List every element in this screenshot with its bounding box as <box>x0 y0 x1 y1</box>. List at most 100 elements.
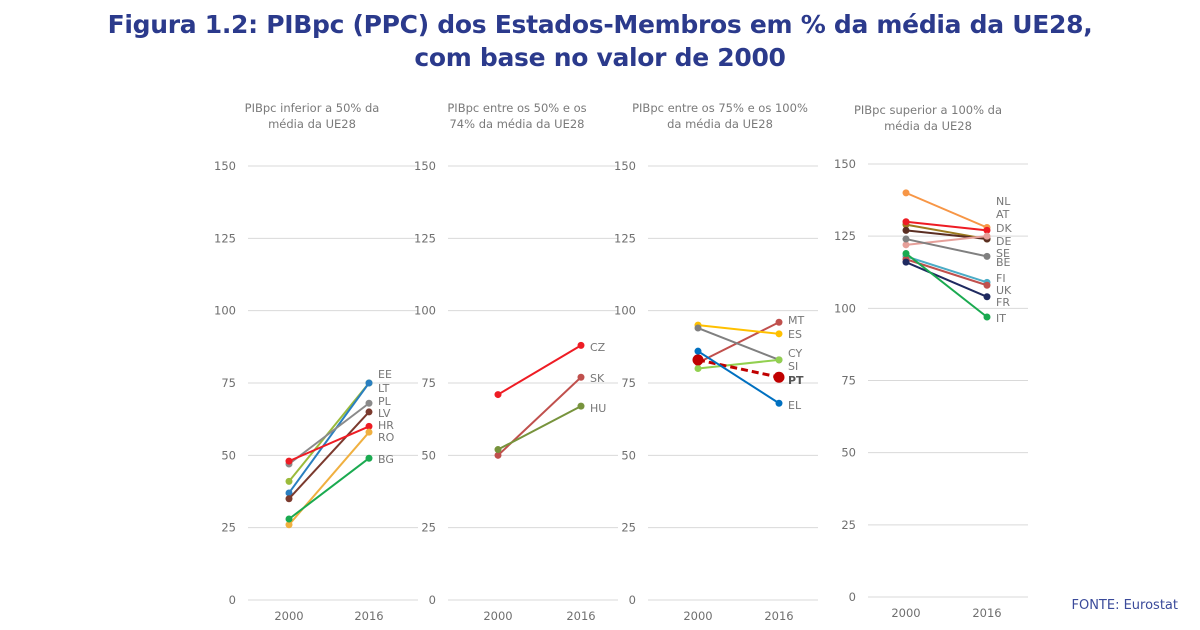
data-point-2016 <box>577 402 585 410</box>
data-label-es: ES <box>788 328 802 341</box>
data-label-dk: DK <box>996 222 1012 235</box>
data-point-2016 <box>983 226 991 234</box>
data-label-se: SE <box>996 247 1010 260</box>
series-line <box>905 255 988 284</box>
data-label-fi: FI <box>996 272 1006 285</box>
data-point-2000 <box>494 391 502 399</box>
figure-title: Figura 1.2: PIBpc (PPC) dos Estados-Memb… <box>0 8 1200 74</box>
data-label-sk: SK <box>590 372 605 385</box>
data-point-2016 <box>775 318 783 326</box>
figure-title-line-2: com base no valor de 2000 <box>414 43 786 72</box>
series-lt <box>285 379 373 497</box>
data-label-cy: CY <box>788 347 802 360</box>
y-tick-label: 150 <box>214 159 236 173</box>
series-sk <box>494 373 585 459</box>
series-line <box>697 350 780 405</box>
series-lv <box>285 408 373 503</box>
series-hr <box>285 422 373 465</box>
series-cz <box>494 341 585 399</box>
series-be <box>902 235 991 260</box>
data-label-ee: EE <box>378 368 392 381</box>
y-tick-label: 25 <box>621 521 636 535</box>
data-label-hr: HR <box>378 419 394 432</box>
data-point-2016 <box>773 371 785 383</box>
y-tick-label: 125 <box>614 231 636 245</box>
data-label-at: AT <box>996 208 1010 221</box>
data-label-pt: PT <box>788 374 804 387</box>
panel-title-line: da média da UE28 <box>667 117 773 131</box>
data-point-2000 <box>694 365 702 373</box>
y-tick-label: 25 <box>421 521 436 535</box>
x-tick-label: 2016 <box>566 609 595 623</box>
panel-title-line: média da UE28 <box>884 119 972 133</box>
y-tick-label: 50 <box>421 448 436 462</box>
data-point-2000 <box>285 495 293 503</box>
y-tick-label: 125 <box>834 229 856 243</box>
data-point-2000 <box>494 446 502 454</box>
data-point-2016 <box>365 422 373 430</box>
data-point-2016 <box>365 428 373 436</box>
data-point-2016 <box>775 356 783 364</box>
data-point-2016 <box>983 252 991 260</box>
data-label-pl: PL <box>378 395 392 408</box>
series-line <box>288 411 370 500</box>
series-line <box>905 235 988 246</box>
data-point-2000 <box>285 489 293 497</box>
y-tick-label: 75 <box>621 376 636 390</box>
data-point-2016 <box>365 408 373 416</box>
series-nl <box>902 189 991 232</box>
data-point-2016 <box>983 232 991 240</box>
data-label-hu: HU <box>590 402 606 415</box>
series-fi <box>902 252 991 286</box>
series-line <box>905 238 988 258</box>
data-label-fr: FR <box>996 296 1010 309</box>
data-label-mt: MT <box>788 314 804 327</box>
series-line <box>697 358 780 379</box>
series-line <box>497 344 582 396</box>
series-line <box>288 382 370 494</box>
series-line <box>905 220 988 232</box>
series-fr <box>902 258 991 301</box>
data-point-2000 <box>494 451 502 459</box>
panel-title-line: PIBpc entre os 75% e os 100% <box>632 101 808 115</box>
data-label-cz: CZ <box>590 341 606 354</box>
data-label-de: DE <box>996 235 1011 248</box>
y-tick-label: 100 <box>214 304 236 318</box>
x-tick-label: 2000 <box>891 606 920 620</box>
series-line <box>905 252 988 318</box>
data-point-2000 <box>692 354 704 366</box>
y-tick-label: 75 <box>421 376 436 390</box>
data-label-uk: UK <box>996 284 1012 297</box>
series-es <box>694 321 783 338</box>
data-point-2000 <box>902 235 910 243</box>
y-tick-label: 50 <box>621 448 636 462</box>
figure-title-line-1: Figura 1.2: PIBpc (PPC) dos Estados-Memb… <box>107 10 1093 39</box>
panel-2: PIBpc entre os 50% e os 74% da média da U… <box>414 101 618 623</box>
y-tick-label: 100 <box>614 304 636 318</box>
x-tick-label: 2016 <box>764 609 793 623</box>
series-si <box>694 356 783 373</box>
panel-title-line: 74% da média da UE28 <box>449 117 584 131</box>
panel-title-line: PIBpc entre os 50% e os <box>447 101 586 115</box>
data-point-2016 <box>775 399 783 407</box>
data-point-2000 <box>902 249 910 257</box>
y-tick-label: 50 <box>221 448 236 462</box>
y-tick-label: 150 <box>414 159 436 173</box>
data-point-2000 <box>694 347 702 355</box>
series-line <box>288 457 370 520</box>
data-point-2016 <box>983 293 991 301</box>
data-point-2000 <box>902 226 910 234</box>
series-line <box>697 321 780 364</box>
y-tick-label: 100 <box>414 304 436 318</box>
data-point-2016 <box>983 281 991 289</box>
y-tick-label: 100 <box>834 301 856 315</box>
series-el <box>694 347 783 407</box>
y-tick-label: 125 <box>214 231 236 245</box>
series-line <box>497 405 582 451</box>
data-point-2016 <box>577 341 585 349</box>
series-line <box>697 358 780 370</box>
data-label-it: IT <box>996 312 1006 325</box>
data-label-ro: RO <box>378 431 395 444</box>
data-point-2000 <box>285 477 293 485</box>
